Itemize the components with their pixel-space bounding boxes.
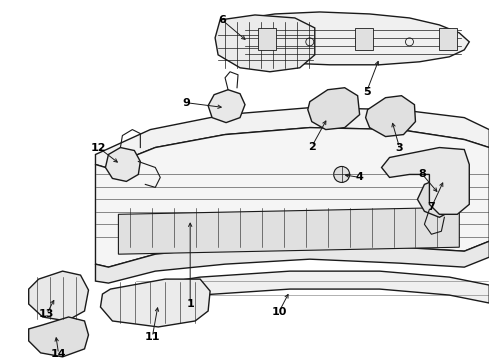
Polygon shape (215, 15, 315, 72)
Polygon shape (100, 279, 210, 327)
Polygon shape (308, 88, 360, 130)
Text: 1: 1 (186, 299, 194, 309)
Polygon shape (29, 271, 89, 321)
Text: 10: 10 (271, 307, 287, 317)
Text: 4: 4 (356, 172, 364, 183)
Polygon shape (105, 148, 140, 181)
Polygon shape (366, 96, 416, 136)
Circle shape (334, 166, 350, 183)
Text: 7: 7 (428, 202, 435, 212)
Text: 3: 3 (396, 143, 403, 153)
Polygon shape (96, 127, 489, 267)
Text: 5: 5 (363, 87, 370, 97)
Text: 11: 11 (145, 332, 160, 342)
Text: 12: 12 (91, 143, 106, 153)
Bar (355, 28, 372, 50)
Polygon shape (382, 148, 469, 214)
Text: 8: 8 (418, 170, 426, 179)
Polygon shape (96, 241, 489, 283)
Polygon shape (208, 90, 245, 123)
Text: 9: 9 (182, 98, 190, 108)
Polygon shape (238, 12, 469, 65)
Bar (258, 28, 276, 50)
Text: 13: 13 (39, 309, 54, 319)
Bar (440, 28, 457, 50)
Text: 14: 14 (51, 349, 67, 359)
Text: 6: 6 (218, 15, 226, 25)
Polygon shape (119, 207, 459, 254)
Text: 2: 2 (308, 141, 316, 152)
Polygon shape (29, 317, 89, 357)
Polygon shape (96, 108, 489, 167)
Polygon shape (135, 271, 489, 305)
Polygon shape (417, 177, 459, 217)
